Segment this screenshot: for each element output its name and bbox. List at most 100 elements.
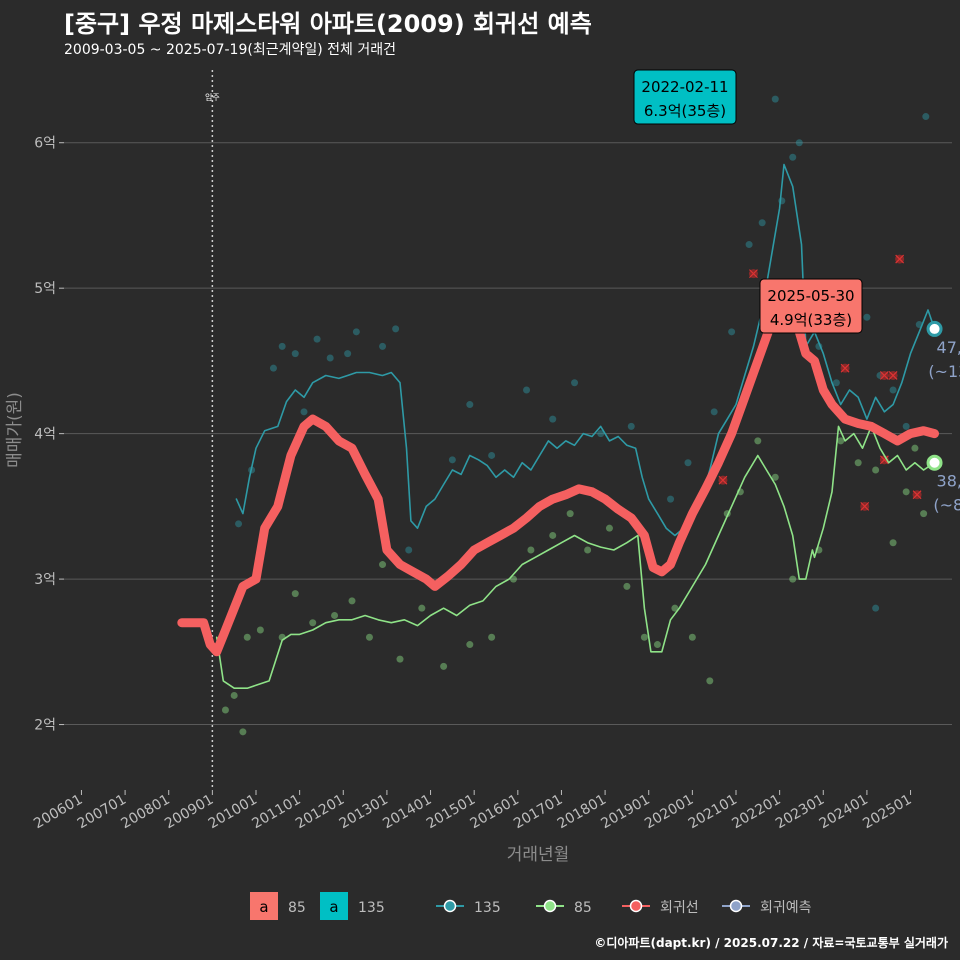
outlier-cross	[749, 269, 758, 279]
credit-text: ©디아파트(dapt.kr) / 2025.07.22 / 자료=국토교통부 실…	[594, 936, 948, 950]
scatter-point-85	[291, 590, 299, 598]
scatter-point-135	[684, 459, 692, 467]
x-tick-label: 202001	[642, 792, 696, 833]
x-tick-label: 202301	[773, 792, 827, 833]
scatter-point-135	[523, 386, 531, 394]
scatter-point-85	[365, 633, 373, 641]
x-tick-label: 201901	[598, 792, 652, 833]
scatter-point-85	[243, 633, 251, 641]
legend-marker-135	[443, 899, 457, 913]
outlier-cross	[718, 475, 728, 485]
x-tick-label: 201001	[206, 792, 260, 833]
outlier-cross	[912, 490, 922, 500]
forecast-area-label: (~135㎡)	[928, 362, 960, 381]
page-title: [중구] 우정 마제스타워 아파트(2009) 회귀선 예측	[64, 10, 592, 38]
forecast-marker-135	[926, 320, 943, 337]
scatter-point-85	[348, 597, 356, 605]
scatter-point-135	[392, 325, 400, 333]
scatter-point-85	[527, 546, 535, 554]
scatter-point-135	[405, 546, 413, 554]
scatter-point-135	[863, 313, 871, 321]
x-tick-label: 201501	[424, 792, 478, 833]
scatter-point-135	[627, 422, 635, 430]
scatter-point-85	[309, 619, 317, 627]
scatter-point-135	[313, 335, 321, 343]
scatter-point-135	[771, 95, 779, 103]
forecast-value-label: 47,200	[937, 338, 960, 357]
annotation-value: 6.3억(35층)	[644, 102, 726, 120]
scatter-point-135	[291, 350, 299, 358]
scatter-point-85	[837, 437, 845, 445]
legend-swatch-key: a	[329, 898, 338, 916]
outlier-cross	[888, 371, 898, 380]
scatter-point-135	[667, 495, 675, 503]
scatter-point-135	[832, 379, 840, 387]
scatter-point-85	[902, 488, 910, 496]
scatter-point-135	[902, 422, 910, 430]
scatter-point-135	[745, 241, 753, 249]
scatter-point-135	[795, 139, 803, 147]
scatter-point-135	[300, 408, 308, 416]
scatter-point-85	[488, 633, 496, 641]
scatter-point-85	[379, 561, 387, 569]
x-tick-label: 200601	[31, 792, 85, 833]
scatter-point-85	[771, 473, 779, 481]
marker-layer: 47,200 (~135㎡) 38,060 (~85㎡)	[926, 320, 960, 515]
scatter-point-85	[623, 582, 631, 590]
scatter-point-135	[872, 604, 880, 612]
scatter-point-85	[640, 633, 648, 641]
outlier-cross	[879, 371, 889, 380]
annotation-date: 2025-05-30	[767, 287, 854, 305]
legend-label-135: 135	[358, 900, 385, 916]
annotation-box	[633, 69, 737, 125]
grid-layer	[64, 142, 952, 726]
x-tick-label: 201101	[249, 792, 303, 833]
outlier-cross	[840, 363, 850, 373]
scatter-point-85	[911, 444, 919, 452]
legend-swatch-135	[320, 892, 348, 920]
scatter-point-135	[326, 354, 334, 362]
y-axis-title: 매매가(원)	[5, 392, 25, 468]
legend-label-135: 135	[474, 900, 501, 916]
scatter-point-85	[230, 691, 238, 699]
line-layer	[177, 163, 939, 689]
x-tick-label: 202501	[860, 792, 914, 833]
scatter-point-85	[854, 459, 862, 467]
scatter-point-85	[396, 655, 404, 663]
scatter-point-135	[710, 408, 718, 416]
move-in-label: 입주	[205, 93, 220, 102]
legend-marker-회귀선	[629, 899, 643, 913]
scatter-point-135	[597, 430, 605, 438]
scatter-point-85	[418, 604, 426, 612]
x-tick-label: 202401	[817, 792, 871, 833]
x-tick-label: 200901	[162, 792, 216, 833]
annotation-value: 4.9억(33층)	[770, 311, 852, 329]
scatter-point-85	[706, 677, 714, 685]
forecast-area-label: (~85㎡)	[933, 496, 960, 515]
legend-label-회귀예측: 회귀예측	[760, 900, 812, 916]
legend-label-85: 85	[288, 900, 306, 916]
scatter-point-85	[584, 546, 592, 554]
x-tick-label: 201401	[380, 792, 434, 833]
scatter-point-135	[235, 520, 243, 528]
scatter-point-85	[331, 611, 339, 619]
x-axis-title: 거래년월	[507, 845, 570, 865]
legend-label-85: 85	[574, 900, 592, 916]
move-in-line-layer: 입주	[205, 70, 220, 790]
y-tick-label: 4억	[34, 427, 56, 443]
legend-swatch-key: a	[259, 898, 268, 916]
legend-marker-85	[543, 899, 557, 913]
scatter-point-135	[344, 350, 352, 358]
scatter-layer	[221, 95, 930, 736]
outlier-cross	[879, 455, 889, 465]
scatter-point-85	[653, 641, 661, 649]
x-tick-label: 202201	[729, 792, 783, 833]
scatter-point-85	[256, 626, 264, 634]
scatter-point-135	[789, 153, 797, 161]
x-tick-label: 202101	[686, 792, 740, 833]
scatter-point-135	[379, 342, 387, 350]
scatter-point-85	[754, 437, 762, 445]
axis-layer: 2억 3억 4억 5억 6억 200601200701200801200901201001…	[5, 136, 915, 865]
forecast-marker-85	[926, 454, 943, 471]
annotation-box	[759, 278, 863, 334]
